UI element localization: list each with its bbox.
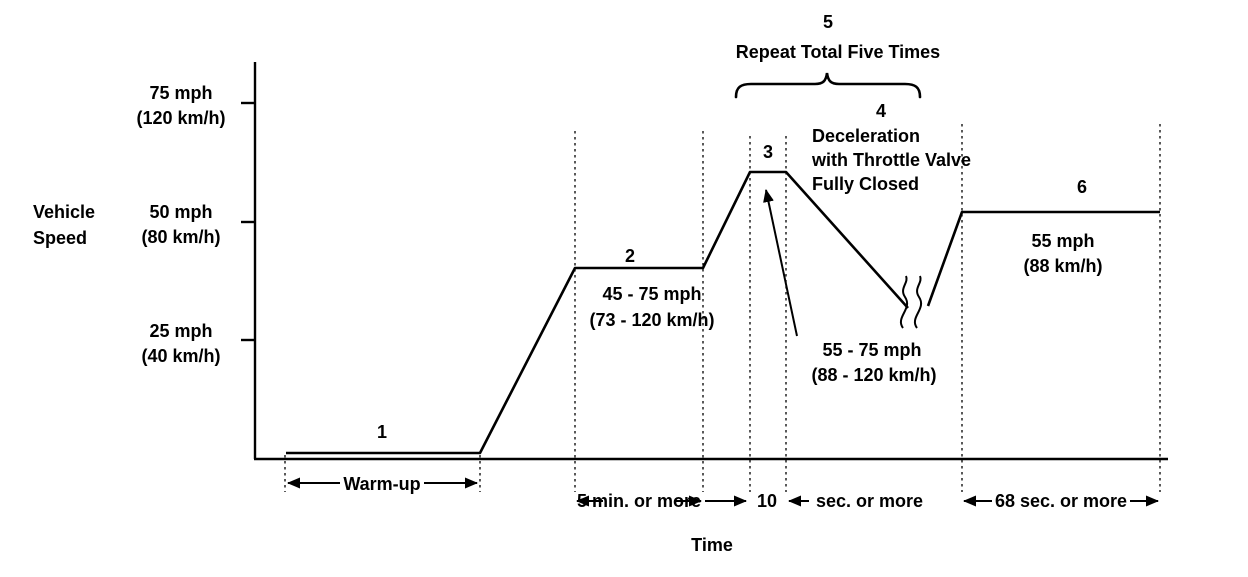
y-axis-title-line2: Speed	[33, 228, 87, 248]
step3-number: 3	[763, 142, 773, 162]
step6-speed-kmh: (88 km/h)	[1023, 256, 1102, 276]
step6-speed-mph: 55 mph	[1031, 231, 1094, 251]
step2-duration-label: 5 min. or more	[577, 491, 701, 511]
step2-speed-range-kmh: (73 - 120 km/h)	[589, 310, 714, 330]
step3-duration-number: 10	[757, 491, 777, 511]
step4-desc-line2: with Throttle Valve	[811, 150, 971, 170]
x-axis-title: Time	[691, 535, 733, 555]
axis-break-squiggle-1	[900, 275, 908, 329]
y-label-80kmh: (80 km/h)	[141, 227, 220, 247]
step3-speed-range-kmh: (88 - 120 km/h)	[811, 365, 936, 385]
y-label-75mph: 75 mph	[149, 83, 212, 103]
speed-trace-segment-2	[926, 210, 1160, 307]
step5-repeat-label: Repeat Total Five Times	[736, 42, 940, 62]
y-label-50mph: 50 mph	[149, 202, 212, 222]
repeat-brace	[734, 72, 922, 99]
step6-number: 6	[1077, 177, 1087, 197]
step2-number: 2	[625, 246, 635, 266]
step1-duration-label: Warm-up	[343, 474, 420, 494]
y-axis-title-line1: Vehicle	[33, 202, 95, 222]
step1-number: 1	[377, 422, 387, 442]
speed-trace-segment-1	[286, 170, 909, 455]
y-label-40kmh: (40 km/h)	[141, 346, 220, 366]
step4-number: 4	[876, 101, 886, 121]
y-label-120kmh: (120 km/h)	[136, 108, 225, 128]
step4-desc-line3: Fully Closed	[812, 174, 919, 194]
step2-speed-range-mph: 45 - 75 mph	[602, 284, 701, 304]
step5-number: 5	[823, 12, 833, 32]
step4-desc-line1: Deceleration	[812, 126, 920, 146]
step6-duration-label: 68 sec. or more	[995, 491, 1127, 511]
step3-speed-range-mph: 55 - 75 mph	[822, 340, 921, 360]
y-label-25mph: 25 mph	[149, 321, 212, 341]
axis-break-squiggle-2	[914, 275, 922, 329]
peak-annotation-arrow	[763, 189, 798, 337]
step3-duration-units: sec. or more	[816, 491, 923, 511]
